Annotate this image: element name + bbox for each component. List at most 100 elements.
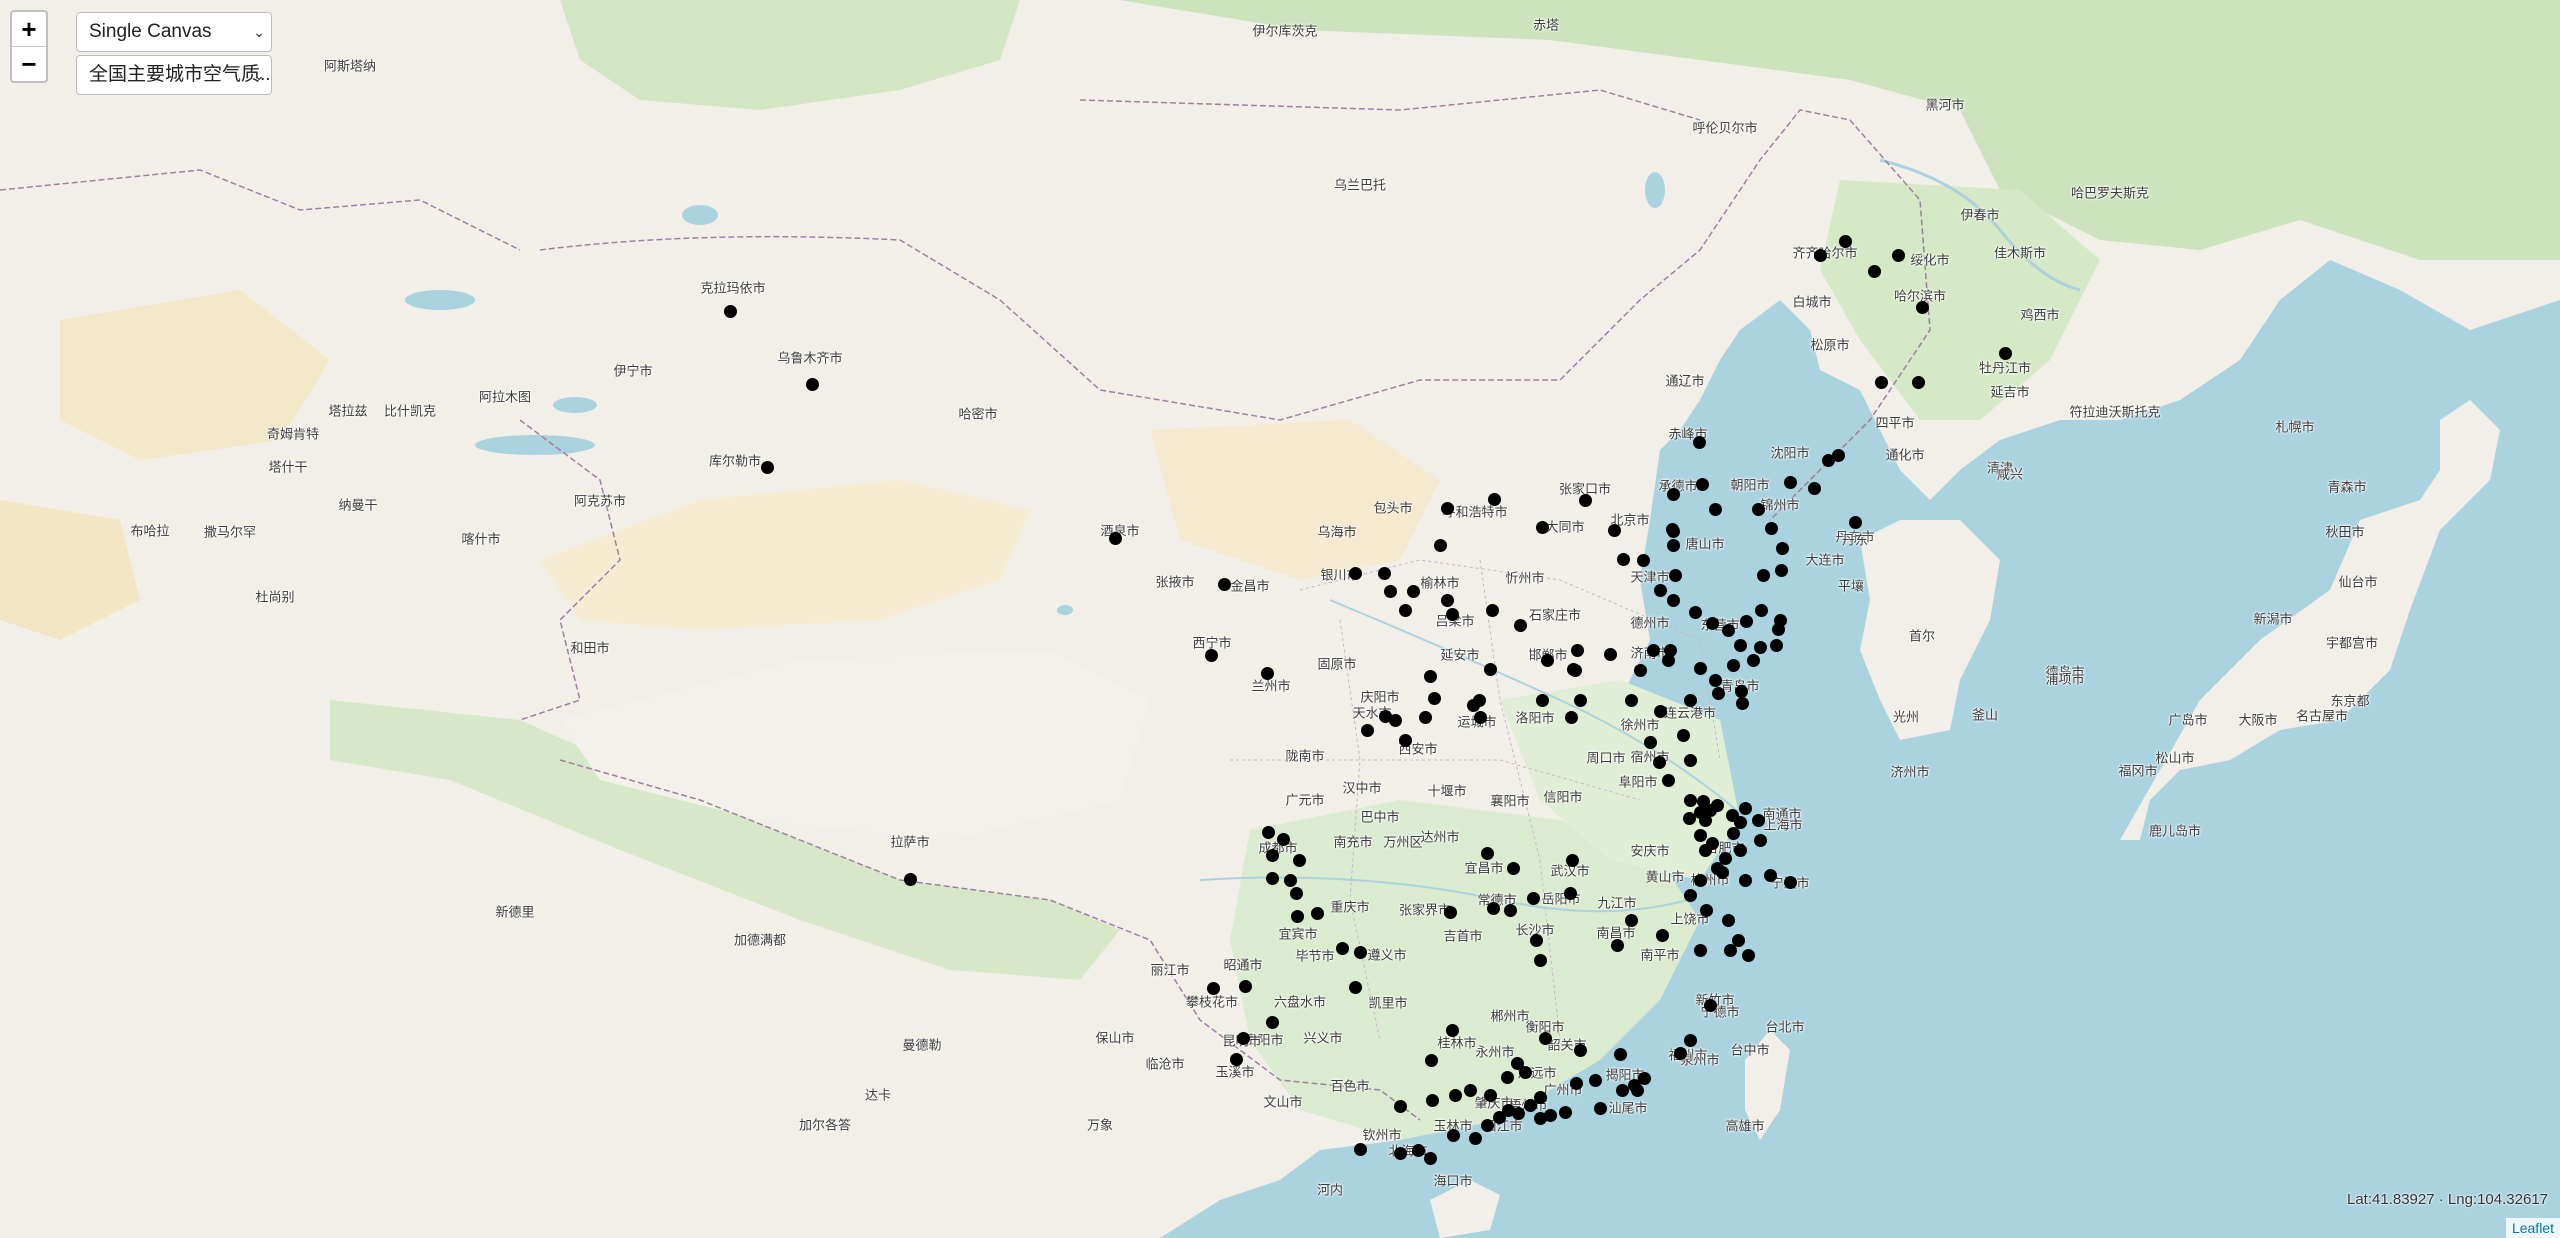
city-marker[interactable]: [1593, 1101, 1607, 1115]
city-marker[interactable]: [760, 460, 774, 474]
city-marker[interactable]: [1655, 928, 1669, 942]
city-marker[interactable]: [1848, 515, 1862, 529]
city-marker[interactable]: [1563, 886, 1577, 900]
city-marker[interactable]: [1721, 623, 1735, 637]
city-marker[interactable]: [1683, 753, 1697, 767]
city-marker[interactable]: [1695, 477, 1709, 491]
city-marker[interactable]: [1668, 568, 1682, 582]
city-marker[interactable]: [1733, 815, 1747, 829]
city-marker[interactable]: [1637, 1071, 1651, 1085]
city-marker[interactable]: [1891, 248, 1905, 262]
city-marker[interactable]: [1683, 888, 1697, 902]
zoom-out-button[interactable]: −: [12, 46, 46, 81]
city-marker[interactable]: [1693, 661, 1707, 675]
city-marker[interactable]: [1683, 1033, 1697, 1047]
city-marker[interactable]: [1773, 613, 1787, 627]
city-marker[interactable]: [1377, 566, 1391, 580]
city-marker[interactable]: [1425, 1093, 1439, 1107]
city-marker[interactable]: [1526, 891, 1540, 905]
city-marker[interactable]: [1735, 696, 1749, 710]
city-marker[interactable]: [1418, 710, 1432, 724]
city-marker[interactable]: [1238, 979, 1252, 993]
city-marker[interactable]: [1698, 843, 1712, 857]
city-marker[interactable]: [1643, 735, 1657, 749]
city-marker[interactable]: [1569, 1076, 1583, 1090]
city-marker[interactable]: [1911, 375, 1925, 389]
city-marker[interactable]: [1676, 728, 1690, 742]
city-marker[interactable]: [1733, 843, 1747, 857]
city-marker[interactable]: [1673, 1046, 1687, 1060]
city-marker[interactable]: [1353, 1142, 1367, 1156]
city-marker[interactable]: [1378, 709, 1392, 723]
city-marker[interactable]: [1533, 1111, 1547, 1125]
canvas-mode-select[interactable]: Single Canvas ⌄: [76, 12, 272, 52]
city-marker[interactable]: [1265, 848, 1279, 862]
city-marker[interactable]: [1607, 523, 1621, 537]
city-marker[interactable]: [1445, 607, 1459, 621]
city-marker[interactable]: [1485, 603, 1499, 617]
city-marker[interactable]: [1570, 643, 1584, 657]
city-marker[interactable]: [1646, 643, 1660, 657]
city-marker[interactable]: [1265, 871, 1279, 885]
city-marker[interactable]: [1558, 1105, 1572, 1119]
city-marker[interactable]: [1533, 1090, 1547, 1104]
city-marker[interactable]: [1738, 801, 1752, 815]
city-marker[interactable]: [1573, 1043, 1587, 1057]
city-marker[interactable]: [1204, 648, 1218, 662]
city-marker[interactable]: [1693, 943, 1707, 957]
city-marker[interactable]: [1523, 1098, 1537, 1112]
city-marker[interactable]: [1915, 300, 1929, 314]
city-marker[interactable]: [1705, 616, 1719, 630]
city-marker[interactable]: [1630, 1083, 1644, 1097]
city-marker[interactable]: [1565, 853, 1579, 867]
city-marker[interactable]: [1603, 647, 1617, 661]
city-marker[interactable]: [1756, 568, 1770, 582]
city-marker[interactable]: [1683, 793, 1697, 807]
city-marker[interactable]: [1500, 1070, 1514, 1084]
city-marker[interactable]: [1775, 541, 1789, 555]
city-marker[interactable]: [1741, 948, 1755, 962]
city-marker[interactable]: [1423, 669, 1437, 683]
city-marker[interactable]: [1564, 710, 1578, 724]
city-marker[interactable]: [1276, 832, 1290, 846]
city-marker[interactable]: [1335, 941, 1349, 955]
city-marker[interactable]: [1260, 666, 1274, 680]
city-marker[interactable]: [1653, 704, 1667, 718]
city-marker[interactable]: [1348, 566, 1362, 580]
city-marker[interactable]: [1633, 663, 1647, 677]
city-marker[interactable]: [1733, 638, 1747, 652]
city-marker[interactable]: [1353, 945, 1367, 959]
city-marker[interactable]: [1503, 903, 1517, 917]
city-marker[interactable]: [1310, 906, 1324, 920]
city-marker[interactable]: [1711, 686, 1725, 700]
city-marker[interactable]: [1666, 593, 1680, 607]
city-marker[interactable]: [1703, 998, 1717, 1012]
city-marker[interactable]: [1708, 502, 1722, 516]
city-marker[interactable]: [1443, 905, 1457, 919]
city-marker[interactable]: [1360, 723, 1374, 737]
city-marker[interactable]: [1510, 1056, 1524, 1070]
city-marker[interactable]: [1578, 493, 1592, 507]
city-marker[interactable]: [1783, 475, 1797, 489]
city-marker[interactable]: [1666, 487, 1680, 501]
city-marker[interactable]: [1265, 1015, 1279, 1029]
city-marker[interactable]: [1738, 873, 1752, 887]
city-marker[interactable]: [1688, 605, 1702, 619]
city-marker[interactable]: [1388, 713, 1402, 727]
city-marker[interactable]: [1718, 851, 1732, 865]
city-marker[interactable]: [1721, 913, 1735, 927]
city-marker[interactable]: [1624, 913, 1638, 927]
city-marker[interactable]: [1463, 1083, 1477, 1097]
city-marker[interactable]: [1661, 653, 1675, 667]
city-marker[interactable]: [1754, 603, 1768, 617]
city-marker[interactable]: [1483, 662, 1497, 676]
city-marker[interactable]: [1433, 538, 1447, 552]
city-marker[interactable]: [1290, 909, 1304, 923]
city-marker[interactable]: [1535, 693, 1549, 707]
leaflet-attribution-link[interactable]: Leaflet: [2505, 1218, 2560, 1238]
city-marker[interactable]: [1292, 853, 1306, 867]
city-marker[interactable]: [1723, 943, 1737, 957]
city-marker[interactable]: [1506, 861, 1520, 875]
city-marker[interactable]: [1661, 773, 1675, 787]
